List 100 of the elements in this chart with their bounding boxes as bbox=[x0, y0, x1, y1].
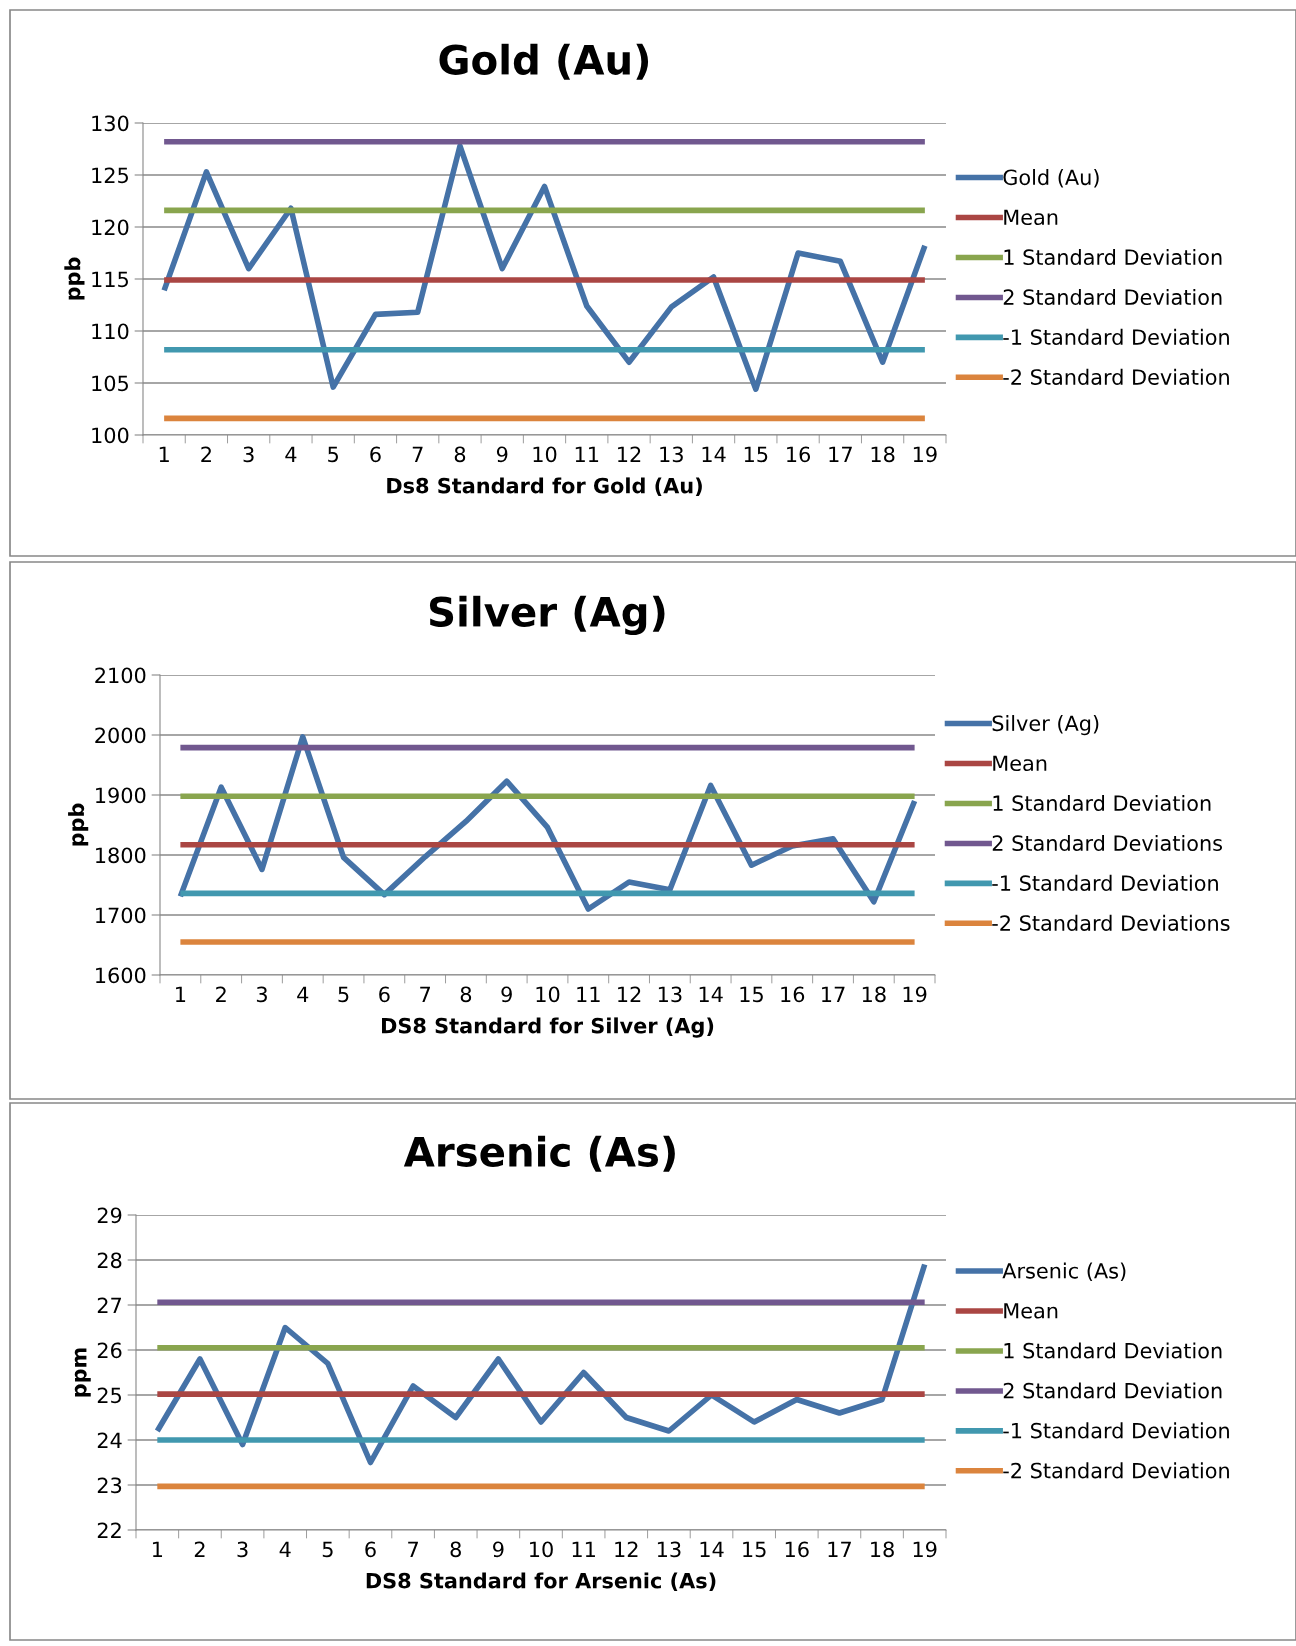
x-tick-label: 9 bbox=[493, 1541, 504, 1558]
legend-label: Mean bbox=[993, 755, 1047, 772]
x-tick-label: 12 bbox=[615, 1541, 638, 1557]
x-axis-title: Ds8 Standard for Gold (Au) bbox=[387, 477, 702, 496]
x-tick-label: 9 bbox=[496, 446, 508, 463]
y-tick-label: 25 bbox=[97, 1387, 121, 1404]
y-tick-label: 2100 bbox=[95, 667, 146, 684]
x-tick-label: 12 bbox=[618, 986, 641, 1002]
x-tick-label: 3 bbox=[237, 1541, 248, 1558]
x-tick-label: 8 bbox=[454, 446, 466, 463]
x-tick-label: 16 bbox=[781, 986, 805, 1003]
y-tick-label: 115 bbox=[92, 271, 128, 288]
x-tick-label: 2 bbox=[201, 446, 211, 462]
legend-label: 2 Standard Deviation bbox=[1003, 1382, 1222, 1399]
y-tick-label: 1800 bbox=[96, 847, 146, 864]
y-tick-label: 120 bbox=[92, 219, 129, 236]
x-axis-title: DS8 Standard for Arsenic (As) bbox=[366, 1572, 716, 1591]
x-tick-label: 16 bbox=[787, 446, 811, 463]
x-tick-label: 17 bbox=[822, 986, 845, 1002]
x-tick-label: 7 bbox=[412, 446, 423, 462]
legend-label: -2 Standard Deviations bbox=[992, 914, 1230, 931]
x-tick-label: 14 bbox=[699, 986, 723, 1002]
x-tick-label: 11 bbox=[572, 1541, 595, 1557]
x-tick-label: 11 bbox=[575, 446, 599, 462]
x-tick-label: 8 bbox=[450, 1541, 461, 1558]
legend-label: 2 Standard Deviation bbox=[1003, 288, 1222, 306]
x-tick-label: 1 bbox=[152, 1541, 163, 1557]
y-axis-title: ppm bbox=[74, 1348, 91, 1397]
y-axis-title: ppb bbox=[68, 803, 89, 846]
x-tick-label: 3 bbox=[256, 986, 267, 1003]
chart-title: Arsenic (As) bbox=[403, 1135, 675, 1172]
x-tick-label: 10 bbox=[530, 1541, 553, 1558]
x-tick-label: 10 bbox=[536, 986, 560, 1003]
legend-label: 2 Standard Deviations bbox=[992, 834, 1223, 852]
y-tick-label: 130 bbox=[92, 115, 129, 132]
x-tick-label: 9 bbox=[501, 986, 512, 1003]
x-tick-label: 15 bbox=[743, 1541, 766, 1558]
x-tick-label: 5 bbox=[328, 446, 338, 463]
y-tick-label: 105 bbox=[92, 375, 128, 392]
y-tick-label: 27 bbox=[97, 1297, 122, 1313]
x-tick-label: 7 bbox=[420, 986, 430, 1002]
y-tick-label: 110 bbox=[92, 323, 129, 340]
x-tick-label: 5 bbox=[338, 986, 349, 1003]
x-tick-label: 16 bbox=[785, 1541, 809, 1558]
x-tick-label: 15 bbox=[740, 986, 763, 1003]
y-tick-label: 24 bbox=[97, 1432, 122, 1448]
y-tick-label: 28 bbox=[97, 1252, 122, 1269]
legend-label: Mean bbox=[1004, 1303, 1058, 1319]
x-tick-label: 11 bbox=[577, 986, 600, 1002]
legend-label: Gold (Au) bbox=[1003, 169, 1099, 188]
y-axis-title: ppb bbox=[64, 257, 85, 300]
x-tick-label: 14 bbox=[702, 446, 726, 462]
chart-title: Gold (Au) bbox=[439, 43, 649, 80]
legend-label: -1 Standard Deviation bbox=[992, 874, 1218, 891]
x-tick-label: 17 bbox=[828, 1541, 851, 1557]
x-tick-label: 3 bbox=[243, 446, 254, 463]
x-tick-label: 6 bbox=[365, 1541, 376, 1558]
y-tick-label: 1700 bbox=[96, 907, 146, 924]
x-tick-label: 19 bbox=[913, 446, 937, 463]
y-tick-label: 23 bbox=[97, 1477, 122, 1494]
x-tick-label: 7 bbox=[408, 1541, 418, 1557]
x-tick-label: 18 bbox=[871, 1541, 894, 1558]
x-tick-label: 13 bbox=[660, 446, 683, 463]
x-tick-label: 4 bbox=[297, 986, 309, 1002]
y-tick-label: 1900 bbox=[96, 787, 146, 804]
x-tick-label: 4 bbox=[285, 446, 297, 462]
x-tick-label: 17 bbox=[829, 446, 852, 462]
x-tick-label: 6 bbox=[370, 446, 381, 463]
legend-label: -1 Standard Deviation bbox=[1003, 1422, 1229, 1439]
y-tick-label: 22 bbox=[97, 1522, 121, 1538]
x-tick-label: 14 bbox=[700, 1541, 724, 1557]
x-tick-label: 15 bbox=[744, 446, 768, 463]
y-tick-label: 29 bbox=[97, 1207, 122, 1224]
legend-label: 1 Standard Deviation bbox=[1004, 1342, 1222, 1359]
y-tick-label: 1600 bbox=[96, 967, 146, 984]
y-tick-label: 100 bbox=[92, 427, 129, 444]
x-tick-label: 13 bbox=[657, 1541, 681, 1558]
legend-label: Silver (Ag) bbox=[992, 715, 1099, 736]
x-tick-label: 19 bbox=[913, 1541, 937, 1558]
x-tick-label: 2 bbox=[216, 986, 226, 1002]
x-tick-label: 2 bbox=[194, 1541, 205, 1557]
legend-label: -2 Standard Deviation bbox=[1003, 1462, 1229, 1479]
legend-label: 1 Standard Deviation bbox=[1004, 248, 1222, 266]
y-tick-label: 26 bbox=[97, 1342, 122, 1359]
x-tick-label: 5 bbox=[322, 1541, 333, 1558]
x-tick-label: 18 bbox=[862, 986, 886, 1003]
legend-label: -1 Standard Deviation bbox=[1003, 328, 1229, 345]
x-tick-label: 1 bbox=[159, 446, 169, 462]
y-tick-label: 2000 bbox=[95, 727, 146, 744]
x-tick-label: 13 bbox=[658, 986, 682, 1003]
x-tick-label: 10 bbox=[533, 446, 557, 463]
x-tick-label: 18 bbox=[871, 446, 895, 463]
x-tick-label: 8 bbox=[460, 986, 472, 1003]
legend-label: 1 Standard Deviation bbox=[993, 794, 1211, 812]
x-tick-label: 6 bbox=[379, 986, 390, 1003]
y-tick-label: 125 bbox=[92, 167, 128, 184]
x-tick-label: 1 bbox=[176, 986, 186, 1002]
legend-label: -2 Standard Deviation bbox=[1003, 368, 1229, 385]
legend-label: Arsenic (As) bbox=[1002, 1262, 1126, 1282]
x-axis-title: DS8 Standard for Silver (Ag) bbox=[382, 1017, 714, 1038]
